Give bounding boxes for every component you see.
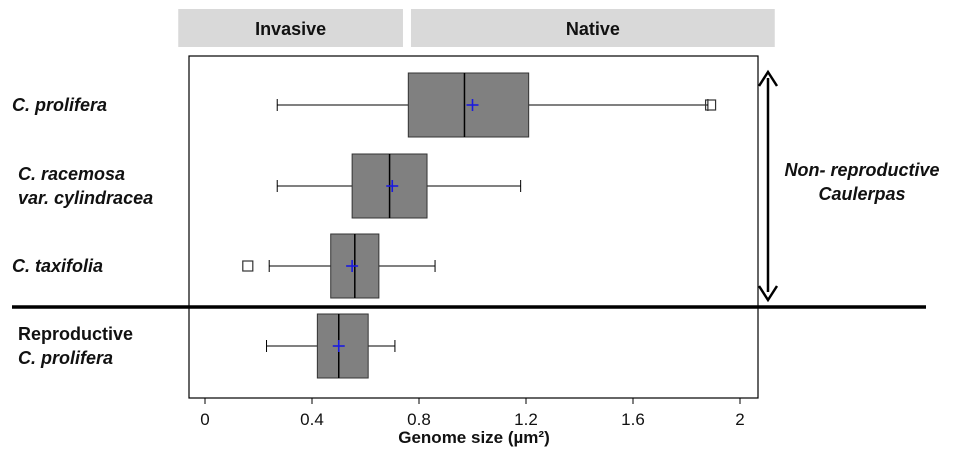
category-label-line: C. prolifera <box>18 348 113 368</box>
x-tick-label-0: 0 <box>200 410 209 429</box>
x-tick-label-2: 0.8 <box>407 410 431 429</box>
x-tick-label-4: 1.6 <box>621 410 645 429</box>
region-label-0: Invasive <box>255 19 326 39</box>
box-group-1 <box>276 153 522 219</box>
annotation-line: Caulerpas <box>818 184 905 204</box>
outlier-0 <box>704 99 717 111</box>
category-label-line: C. prolifera <box>12 95 107 115</box>
box-group-0 <box>276 72 717 138</box>
annotation: Non- reproductive Caulerpas <box>757 69 940 303</box>
outlier-0 <box>242 260 254 272</box>
region-bars: Invasive Native <box>178 9 775 47</box>
plot-frame <box>188 55 759 399</box>
x-axis: 0 0.4 0.8 1.2 1.6 2 <box>200 398 745 429</box>
category-label-line: Reproductive <box>18 324 133 344</box>
x-tick-label-1: 0.4 <box>300 410 324 429</box>
category-label-1: C. racemosa var. cylindracea <box>18 164 153 208</box>
category-label-0: C. prolifera <box>12 95 107 115</box>
category-label-3: Reproductive C. prolifera <box>18 324 133 368</box>
category-label-line: var. cylindracea <box>18 188 153 208</box>
region-bar-1 <box>410 9 775 47</box>
annotation-arrow-head-bottom <box>757 285 779 303</box>
category-label-2: C. taxifolia <box>12 256 103 276</box>
region-bar-0 <box>178 9 403 47</box>
box-group-3 <box>266 313 396 379</box>
x-tick-label-5: 2 <box>735 410 744 429</box>
x-tick-label-3: 1.2 <box>514 410 538 429</box>
x-axis-label: Genome size (µm²) <box>398 428 550 447</box>
box-group-2 <box>242 233 436 299</box>
category-label-line: C. racemosa <box>18 164 125 184</box>
boxes-layer <box>242 72 717 379</box>
region-label-1: Native <box>566 19 620 39</box>
category-label-line: C. taxifolia <box>12 256 103 276</box>
annotation-line: Non- reproductive <box>784 160 939 180</box>
annotation-text: Non- reproductive Caulerpas <box>784 160 939 204</box>
annotation-arrow-head-top <box>757 69 779 87</box>
